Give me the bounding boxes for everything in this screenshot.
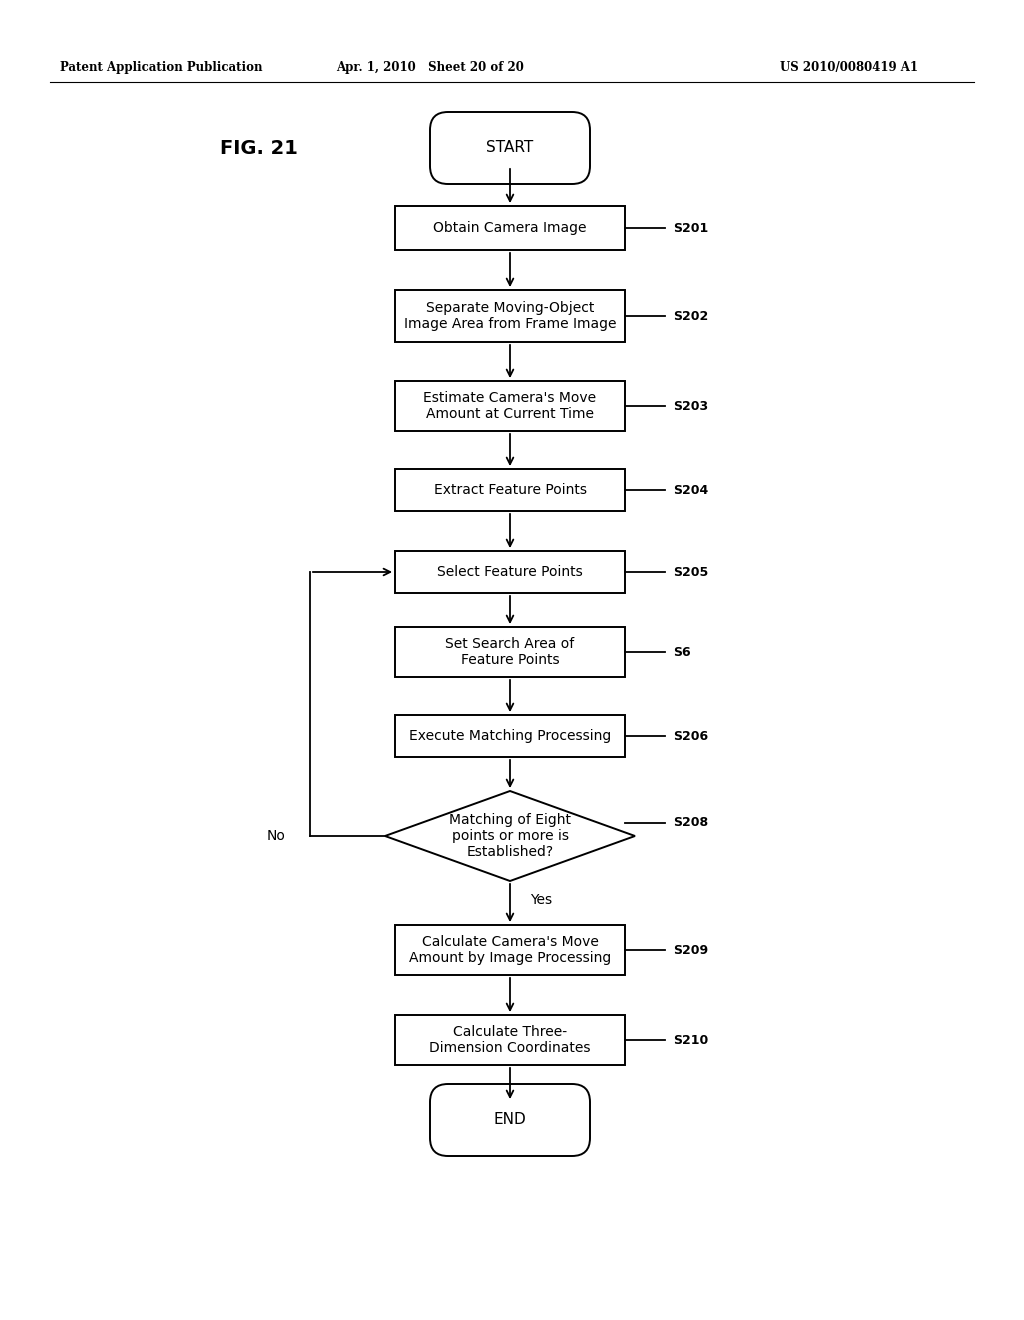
Text: S6: S6 [673, 645, 690, 659]
Text: S203: S203 [673, 400, 709, 412]
Text: S208: S208 [673, 816, 709, 829]
Bar [395, 627, 625, 677]
Text: Calculate Three-
Dimension Coordinates: Calculate Three- Dimension Coordinates [429, 1024, 591, 1055]
Text: Yes: Yes [530, 894, 552, 907]
Text: S210: S210 [673, 1034, 709, 1047]
Bar [395, 715, 625, 756]
Bar [395, 1015, 625, 1065]
Text: S202: S202 [673, 309, 709, 322]
Text: Matching of Eight
points or more is
Established?: Matching of Eight points or more is Esta… [449, 813, 571, 859]
Bar [395, 550, 625, 593]
Text: Select Feature Points: Select Feature Points [437, 565, 583, 579]
Text: Execute Matching Processing: Execute Matching Processing [409, 729, 611, 743]
Bar [395, 925, 625, 975]
Text: US 2010/0080419 A1: US 2010/0080419 A1 [780, 62, 918, 74]
Text: S201: S201 [673, 222, 709, 235]
Text: Extract Feature Points: Extract Feature Points [433, 483, 587, 498]
Text: S206: S206 [673, 730, 709, 742]
Text: S209: S209 [673, 944, 709, 957]
Text: Separate Moving-Object
Image Area from Frame Image: Separate Moving-Object Image Area from F… [403, 301, 616, 331]
Text: Obtain Camera Image: Obtain Camera Image [433, 220, 587, 235]
Bar [395, 290, 625, 342]
Text: Patent Application Publication: Patent Application Publication [60, 62, 262, 74]
Text: Apr. 1, 2010   Sheet 20 of 20: Apr. 1, 2010 Sheet 20 of 20 [336, 62, 524, 74]
Polygon shape [385, 791, 635, 880]
Text: Set Search Area of
Feature Points: Set Search Area of Feature Points [445, 636, 574, 667]
Text: START: START [486, 140, 534, 156]
Text: Estimate Camera's Move
Amount at Current Time: Estimate Camera's Move Amount at Current… [424, 391, 597, 421]
Bar [395, 206, 625, 249]
Text: S205: S205 [673, 565, 709, 578]
FancyBboxPatch shape [430, 112, 590, 183]
Text: END: END [494, 1113, 526, 1127]
Text: FIG. 21: FIG. 21 [220, 139, 298, 157]
FancyBboxPatch shape [430, 1084, 590, 1156]
Text: Calculate Camera's Move
Amount by Image Processing: Calculate Camera's Move Amount by Image … [409, 935, 611, 965]
Bar [395, 469, 625, 511]
Text: S204: S204 [673, 483, 709, 496]
Bar [395, 381, 625, 432]
Text: No: No [266, 829, 285, 843]
